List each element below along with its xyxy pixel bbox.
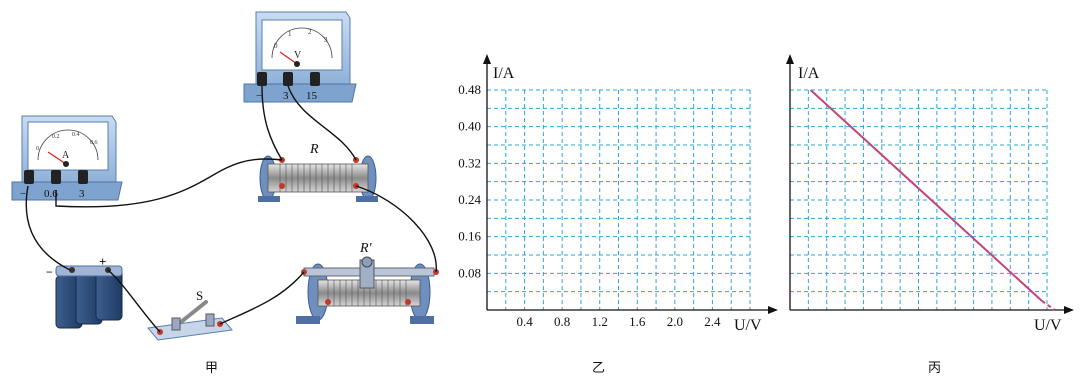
chart-yi-ticks: 0.4 0.8 1.2 1.6 2.0 2.4 0.08 0.16 0.24 0.32 0.40 0.… [458, 82, 721, 329]
chart-yi-y-tick-label: 0.16 [458, 229, 481, 244]
chart-bing-y-label: I/A [798, 65, 820, 82]
switch-s: S [147, 288, 233, 341]
switch-label: S [196, 288, 203, 303]
voltmeter-scale-2: 2 [308, 28, 312, 36]
chart-yi-y-label: I/A [493, 65, 515, 82]
chart-bing-grid [790, 89, 1048, 310]
chart-yi-x-label: U/V [734, 317, 762, 334]
voltmeter-scale-0: 0 [274, 42, 278, 50]
chart-bing-y-arrow [786, 54, 794, 64]
ammeter-terminal-3: 3 [79, 188, 85, 200]
chart-yi-x-tick-label: 0.4 [516, 314, 533, 329]
chart-bing-x-label: U/V [1034, 317, 1062, 334]
battery: − + [46, 254, 123, 329]
ammeter-scale-1: 0.2 [52, 134, 60, 140]
voltmeter-terminal-15: 15 [306, 90, 318, 102]
caption-jia: 甲 [205, 360, 218, 375]
chart-yi-x-tick-label: 1.2 [592, 314, 608, 329]
chart-bing-x-arrow [1064, 306, 1074, 314]
voltmeter-needle [279, 51, 298, 65]
battery-minus-label: − [46, 265, 53, 279]
voltmeter-unit: V [294, 50, 302, 61]
ammeter: 0 0.2 0.4 0.6 A − 0.6 3 [11, 115, 123, 201]
chart-yi-x-arrow [768, 306, 778, 314]
ammeter-pivot [63, 161, 69, 167]
circuit-diagram: 0 1 2 3 V − 3 15 0 0.2 0.4 0.6 A [11, 11, 439, 375]
rheostat-label: R′ [359, 241, 373, 256]
wires [25, 85, 437, 333]
ammeter-scale-3: 0.6 [90, 140, 98, 146]
chart-yi-grid [487, 89, 751, 310]
chart-yi-y-tick-label: 0.32 [458, 155, 481, 170]
voltmeter-pivot [294, 61, 300, 67]
chart-bing-iv-line-dashed [1041, 300, 1056, 311]
ammeter-scale-0: 0 [36, 146, 39, 152]
chart-yi-x-tick-label: 0.8 [554, 314, 570, 329]
chart-yi-y-tick-label: 0.24 [458, 192, 481, 207]
chart-bing-iv-line-solid [809, 89, 1043, 302]
voltmeter-terminal-3: 3 [283, 90, 289, 102]
resistor-r: R [258, 142, 378, 202]
chart-yi-x-tick-label: 2.0 [667, 314, 683, 329]
chart-yi-x-tick-label: 1.6 [629, 314, 646, 329]
voltmeter: 0 1 2 3 V − 3 15 [243, 11, 357, 103]
voltmeter-scale-1: 1 [288, 30, 292, 38]
rheostat-r-prime: R′ [296, 241, 439, 324]
ammeter-terminal-neg: − [20, 188, 26, 200]
chart-yi-y-tick-label: 0.48 [458, 82, 481, 97]
ammeter-terminal-06: 0.6 [44, 188, 58, 200]
ammeter-scale-2: 0.4 [72, 132, 80, 138]
chart-bing: I/A U/V 丙 [786, 54, 1074, 375]
caption-bing: 丙 [928, 360, 941, 375]
chart-yi-y-tick-label: 0.40 [458, 119, 481, 134]
voltmeter-scale-3: 3 [324, 36, 328, 44]
chart-yi-x-tick-label: 2.4 [704, 314, 721, 329]
ammeter-unit: A [62, 150, 70, 161]
chart-yi-y-arrow [483, 54, 491, 64]
battery-plus-label: + [99, 254, 106, 269]
voltmeter-terminal-neg: − [256, 90, 262, 102]
chart-yi-y-tick-label: 0.08 [458, 265, 481, 280]
ammeter-needle [47, 151, 67, 165]
resistor-label: R [309, 142, 319, 157]
chart-yi: 0.4 0.8 1.2 1.6 2.0 2.4 0.08 0.16 0.24 0.32 0.40 0.… [458, 54, 778, 375]
chart-bing-series [809, 89, 1056, 311]
caption-yi: 乙 [592, 360, 605, 375]
